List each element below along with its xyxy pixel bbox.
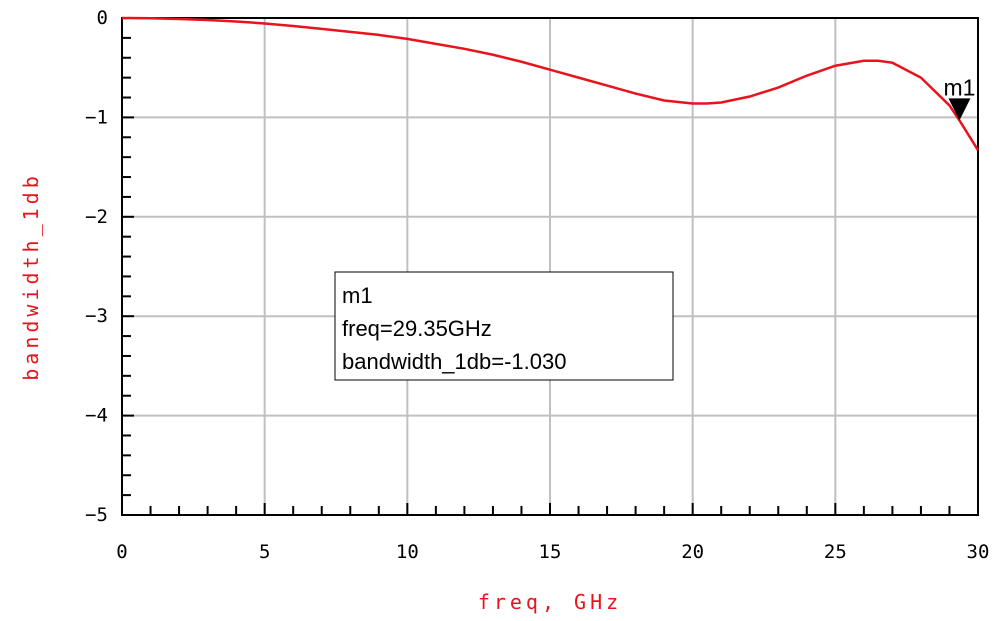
marker-m1-triangle	[948, 98, 971, 121]
y-axis-title: bandwidth_1db	[19, 172, 43, 381]
grid	[122, 18, 978, 515]
y-tick-labels: 0 −1 −2 −3 −4 −5	[85, 7, 108, 526]
marker-m1-label: m1	[943, 74, 975, 100]
marker-readout-box	[334, 271, 674, 381]
readout-marker-name: m1	[342, 283, 373, 308]
readout-freq: freq=29.35GHz	[342, 316, 492, 341]
x-tick-label: 25	[824, 541, 847, 563]
y-tick-label: −3	[85, 305, 108, 327]
x-tick-label: 10	[396, 541, 419, 563]
y-tick-label: −5	[85, 504, 108, 526]
minor-ticks	[121, 17, 979, 516]
y-tick-label: −4	[85, 405, 108, 427]
series-line-bandwidth-1db	[121, 16, 980, 151]
x-tick-label: 15	[539, 541, 562, 563]
x-tick-label: 20	[681, 541, 704, 563]
y-tick-label: −1	[85, 106, 108, 128]
x-tick-labels: 0 5 10 15 20 25 30	[116, 541, 989, 563]
x-tick-label: 5	[259, 541, 270, 563]
y-tick-label: 0	[97, 7, 108, 29]
plot-frame	[121, 17, 979, 516]
readout-value: bandwidth_1db=-1.030	[342, 349, 566, 374]
x-tick-label: 30	[967, 541, 990, 563]
y-tick-label: −2	[85, 206, 108, 228]
x-axis-title: freq, GHz	[478, 590, 622, 614]
x-tick-label: 0	[116, 541, 127, 563]
